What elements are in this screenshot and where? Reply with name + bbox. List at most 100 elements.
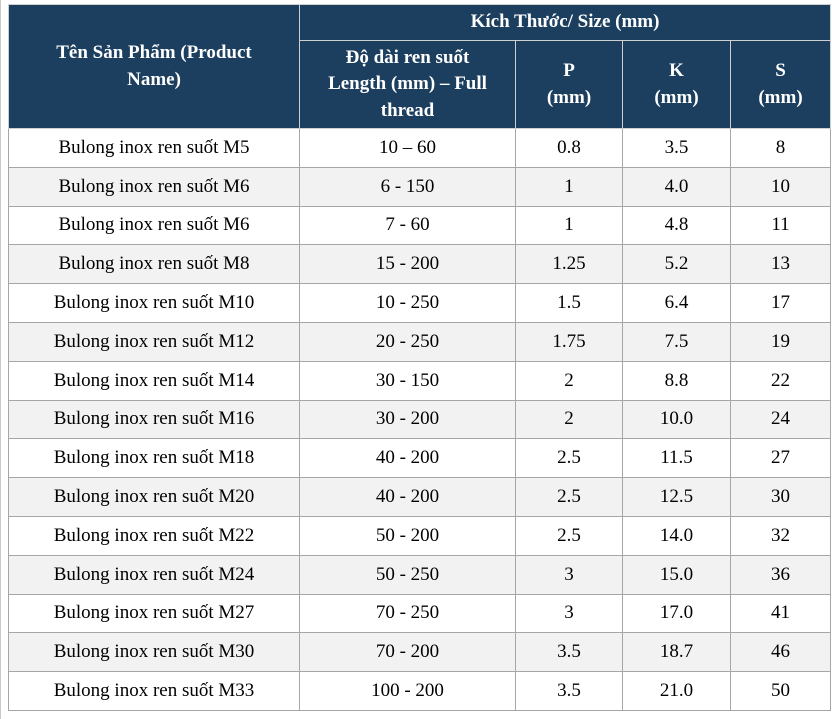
s-cell: 10	[729, 166, 832, 207]
s-cell: 17	[729, 283, 832, 323]
length-cell: 15 - 200	[299, 244, 516, 285]
length-header: Độ dài ren suốt Length (mm) – Full threa…	[299, 40, 516, 129]
p-cell: 1.25	[515, 244, 623, 285]
s-cell: 11	[729, 205, 832, 246]
table-header: Tên Sản Phẩm (Product Name) Kích Thước/ …	[8, 4, 832, 129]
product-name-cell: Bulong inox ren suốt M6	[8, 166, 300, 207]
product-name-cell: Bulong inox ren suốt M10	[8, 283, 300, 323]
length-cell: 6 - 150	[299, 166, 516, 207]
length-cell: 30 - 200	[299, 399, 516, 440]
product-name-cell: Bulong inox ren suốt M5	[8, 128, 300, 168]
p-cell: 3	[515, 593, 623, 634]
length-cell: 70 - 250	[299, 593, 516, 634]
p-cell: 3.5	[515, 671, 623, 711]
p-cell: 0.8	[515, 128, 623, 168]
table-row: Bulong inox ren suốt M22 50 - 200 2.5 14…	[8, 515, 832, 556]
k-cell: 17.0	[622, 593, 731, 634]
k-cell: 18.7	[622, 632, 731, 673]
k-header: K (mm)	[622, 40, 731, 129]
p-cell: 3.5	[515, 632, 623, 673]
table-row: Bulong inox ren suốt M24 50 - 250 3 15.0…	[8, 554, 832, 595]
k-cell: 8.8	[622, 360, 731, 401]
table-row: Bulong inox ren suốt M18 40 - 200 2.5 11…	[8, 438, 832, 479]
product-name-cell: Bulong inox ren suốt M33	[8, 671, 300, 711]
p-cell: 2	[515, 360, 623, 401]
header-row-top: Tên Sản Phẩm (Product Name) Kích Thước/ …	[8, 4, 832, 129]
product-size-table: Tên Sản Phẩm (Product Name) Kích Thước/ …	[8, 4, 832, 711]
product-name-cell: Bulong inox ren suốt M16	[8, 399, 300, 440]
s-cell: 46	[729, 632, 832, 673]
product-name-cell: Bulong inox ren suốt M18	[8, 438, 300, 479]
s-cell: 41	[729, 593, 832, 634]
p-header: P (mm)	[515, 40, 623, 129]
table-row: Bulong inox ren suốt M33 100 - 200 3.5 2…	[8, 671, 832, 711]
header-row-sub: Độ dài ren suốt Length (mm) – Full threa…	[9, 40, 832, 129]
p-cell: 1.5	[515, 283, 623, 323]
s-cell: 8	[729, 128, 832, 168]
product-name-cell: Bulong inox ren suốt M22	[8, 515, 300, 556]
length-cell: 40 - 200	[299, 438, 516, 479]
p-cell: 2.5	[515, 438, 623, 479]
k-cell: 7.5	[622, 321, 731, 362]
k-cell: 6.4	[622, 283, 731, 323]
table-row: Bulong inox ren suốt M14 30 - 150 2 8.8 …	[8, 360, 832, 401]
p-cell: 2.5	[515, 477, 623, 517]
k-cell: 4.0	[622, 166, 731, 207]
s-header: S (mm)	[729, 40, 832, 129]
length-cell: 100 - 200	[299, 671, 516, 711]
k-cell: 21.0	[622, 671, 731, 711]
product-name-cell: Bulong inox ren suốt M30	[8, 632, 300, 673]
k-cell: 10.0	[622, 399, 731, 440]
length-cell: 10 - 250	[299, 283, 516, 323]
table-row: Bulong inox ren suốt M27 70 - 250 3 17.0…	[8, 593, 832, 634]
length-cell: 7 - 60	[299, 205, 516, 246]
s-cell: 13	[729, 244, 832, 285]
k-cell: 11.5	[622, 438, 731, 479]
product-name-cell: Bulong inox ren suốt M27	[8, 593, 300, 634]
p-cell: 2	[515, 399, 623, 440]
length-cell: 50 - 250	[299, 554, 516, 595]
length-cell: 10 – 60	[299, 128, 516, 168]
k-cell: 15.0	[622, 554, 731, 595]
s-cell: 36	[729, 554, 832, 595]
product-name-cell: Bulong inox ren suốt M20	[8, 477, 300, 517]
s-cell: 19	[729, 321, 832, 362]
k-cell: 5.2	[622, 244, 731, 285]
s-cell: 50	[729, 671, 832, 711]
page-edge-line	[0, 0, 1, 719]
s-cell: 24	[729, 399, 832, 440]
product-name-cell: Bulong inox ren suốt M6	[8, 205, 300, 246]
k-cell: 12.5	[622, 477, 731, 517]
table-row: Bulong inox ren suốt M30 70 - 200 3.5 18…	[8, 632, 832, 673]
length-cell: 20 - 250	[299, 321, 516, 362]
table-row: Bulong inox ren suốt M6 7 - 60 1 4.8 11	[8, 205, 832, 246]
table-row: Bulong inox ren suốt M5 10 – 60 0.8 3.5 …	[8, 128, 832, 168]
product-name-cell: Bulong inox ren suốt M12	[8, 321, 300, 362]
k-cell: 14.0	[622, 515, 731, 556]
table-row: Bulong inox ren suốt M6 6 - 150 1 4.0 10	[8, 166, 832, 207]
s-cell: 27	[729, 438, 832, 479]
p-cell: 1	[515, 166, 623, 207]
s-cell: 32	[729, 515, 832, 556]
table-row: Bulong inox ren suốt M8 15 - 200 1.25 5.…	[8, 244, 832, 285]
s-cell: 30	[729, 477, 832, 517]
length-cell: 50 - 200	[299, 515, 516, 556]
product-name-cell: Bulong inox ren suốt M24	[8, 554, 300, 595]
table-body: Bulong inox ren suốt M5 10 – 60 0.8 3.5 …	[8, 128, 832, 711]
length-cell: 40 - 200	[299, 477, 516, 517]
s-cell: 22	[729, 360, 832, 401]
length-cell: 70 - 200	[299, 632, 516, 673]
p-cell: 3	[515, 554, 623, 595]
k-cell: 4.8	[622, 205, 731, 246]
table-row: Bulong inox ren suốt M20 40 - 200 2.5 12…	[8, 477, 832, 517]
size-group-header: Kích Thước/ Size (mm)	[298, 4, 832, 41]
length-cell: 30 - 150	[299, 360, 516, 401]
k-cell: 3.5	[622, 128, 731, 168]
table-row: Bulong inox ren suốt M12 20 - 250 1.75 7…	[8, 321, 832, 362]
p-cell: 1.75	[515, 321, 623, 362]
product-name-cell: Bulong inox ren suốt M14	[8, 360, 300, 401]
p-cell: 2.5	[515, 515, 623, 556]
p-cell: 1	[515, 205, 623, 246]
table-row: Bulong inox ren suốt M16 30 - 200 2 10.0…	[8, 399, 832, 440]
